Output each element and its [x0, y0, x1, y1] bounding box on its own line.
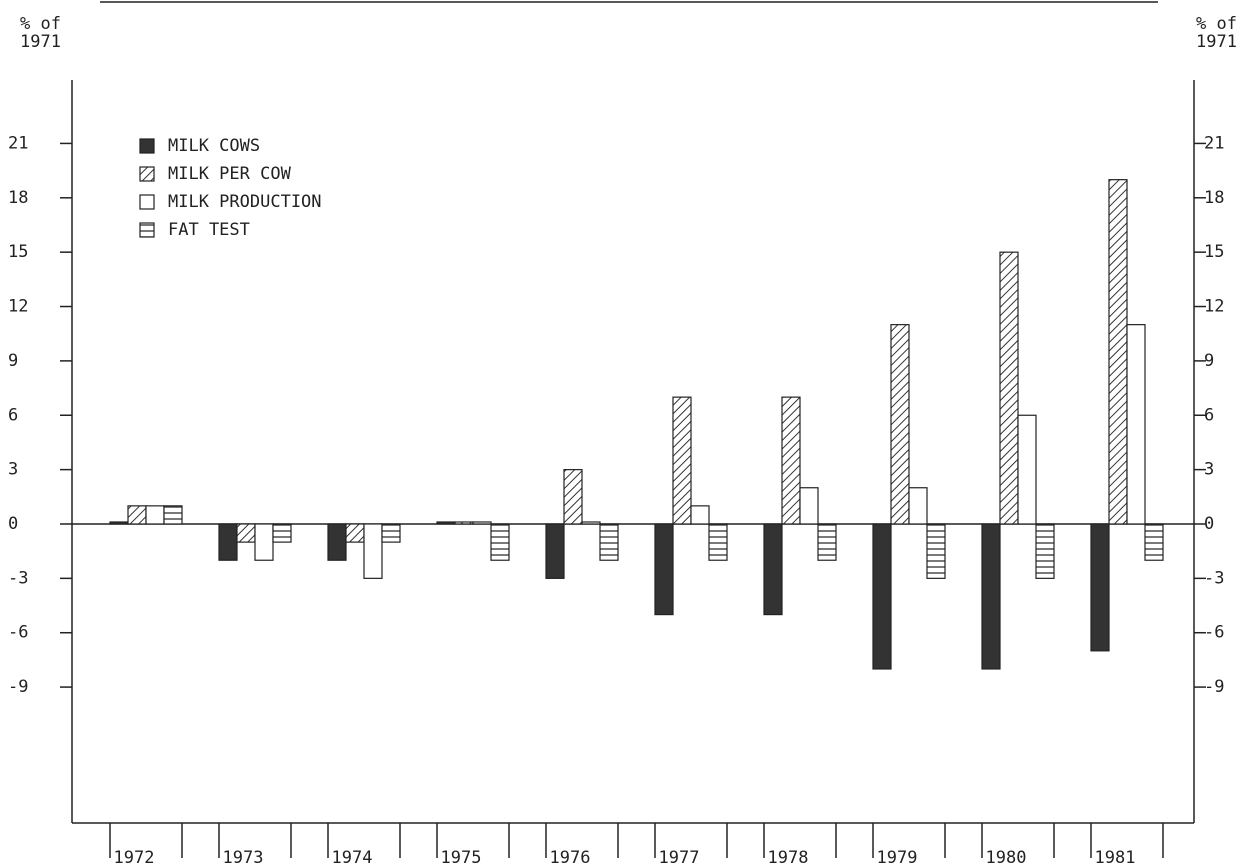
legend-swatch — [139, 194, 155, 210]
bar — [1126, 324, 1146, 525]
legend-label: FAT TEST — [168, 220, 250, 240]
bar — [254, 523, 274, 561]
y-tick-label: 6 — [8, 405, 18, 425]
y2-tick-label: 0 — [1204, 514, 1214, 534]
x-tick-label: 1977 — [659, 848, 700, 867]
bar — [145, 505, 165, 525]
bar — [872, 523, 892, 670]
bar — [999, 251, 1019, 525]
legend-label: MILK COWS — [168, 136, 260, 156]
x-tick-label: 1978 — [768, 848, 809, 867]
x-tick-label: 1974 — [332, 848, 373, 867]
x-tick-label: 1973 — [223, 848, 264, 867]
y-tick-label: 0 — [8, 514, 18, 534]
legend-swatch — [139, 222, 155, 238]
bar — [690, 505, 710, 525]
bar — [908, 487, 928, 525]
y-tick-label: 21 — [8, 133, 28, 153]
bar — [1035, 523, 1055, 579]
bar — [1144, 523, 1164, 561]
y2-tick-label: 9 — [1204, 351, 1214, 371]
bar — [218, 523, 238, 561]
bar — [926, 523, 946, 579]
y2-tick-label: 6 — [1204, 405, 1214, 425]
x-tick-label: 1972 — [114, 848, 155, 867]
bar — [236, 523, 256, 543]
bar — [454, 521, 474, 525]
legend-swatch — [139, 138, 155, 154]
x-tick-label: 1981 — [1095, 848, 1136, 867]
bar — [708, 523, 728, 561]
y-tick-label: 12 — [8, 297, 28, 317]
y2-tick-label: -6 — [1204, 623, 1224, 643]
bar — [490, 523, 510, 561]
y-tick-label: -6 — [8, 623, 28, 643]
bar — [109, 521, 129, 525]
y2-tick-label: 18 — [1204, 188, 1224, 208]
bar — [781, 396, 801, 525]
bar — [799, 487, 819, 525]
bar — [817, 523, 837, 561]
bar — [1108, 179, 1128, 525]
bar — [1090, 523, 1110, 652]
y2-tick-label: 21 — [1204, 133, 1224, 153]
bar — [436, 521, 456, 525]
bar — [381, 523, 401, 543]
bar — [472, 521, 492, 525]
y2-tick-label: 12 — [1204, 297, 1224, 317]
y-tick-label: 15 — [8, 242, 28, 262]
bar — [763, 523, 783, 616]
x-tick-label: 1979 — [877, 848, 918, 867]
y-tick-label: 18 — [8, 188, 28, 208]
bar — [363, 523, 383, 579]
bar — [327, 523, 347, 561]
legend-label: MILK PER COW — [168, 164, 292, 184]
bar — [581, 521, 601, 525]
legend-label: MILK PRODUCTION — [168, 192, 322, 212]
bar — [599, 523, 619, 561]
y2-tick-label: 3 — [1204, 460, 1214, 480]
bar — [563, 469, 583, 525]
bar — [1017, 414, 1037, 525]
y2-axis-label: 1971 — [1196, 32, 1237, 52]
x-tick-label: 1980 — [986, 848, 1027, 867]
y2-axis-label: % of — [1196, 14, 1237, 34]
y2-tick-label: -9 — [1204, 677, 1224, 697]
bar — [890, 324, 910, 525]
bar — [345, 523, 365, 543]
bar — [672, 396, 692, 525]
y-tick-label: -3 — [8, 568, 28, 588]
y-tick-label: 3 — [8, 460, 18, 480]
y2-tick-label: 15 — [1204, 242, 1224, 262]
bar — [127, 505, 147, 525]
y-tick-label: -9 — [8, 677, 28, 697]
bar — [545, 523, 565, 579]
y2-tick-label: -3 — [1204, 568, 1224, 588]
bar — [272, 523, 292, 543]
y-tick-label: 9 — [8, 351, 18, 371]
y-axis-label: 1971 — [20, 32, 61, 52]
bar — [163, 505, 183, 525]
bar — [981, 523, 1001, 670]
bar — [654, 523, 674, 616]
y-axis-label: % of — [20, 14, 61, 34]
x-tick-label: 1975 — [441, 848, 482, 867]
legend-swatch — [139, 166, 155, 182]
x-tick-label: 1976 — [550, 848, 591, 867]
